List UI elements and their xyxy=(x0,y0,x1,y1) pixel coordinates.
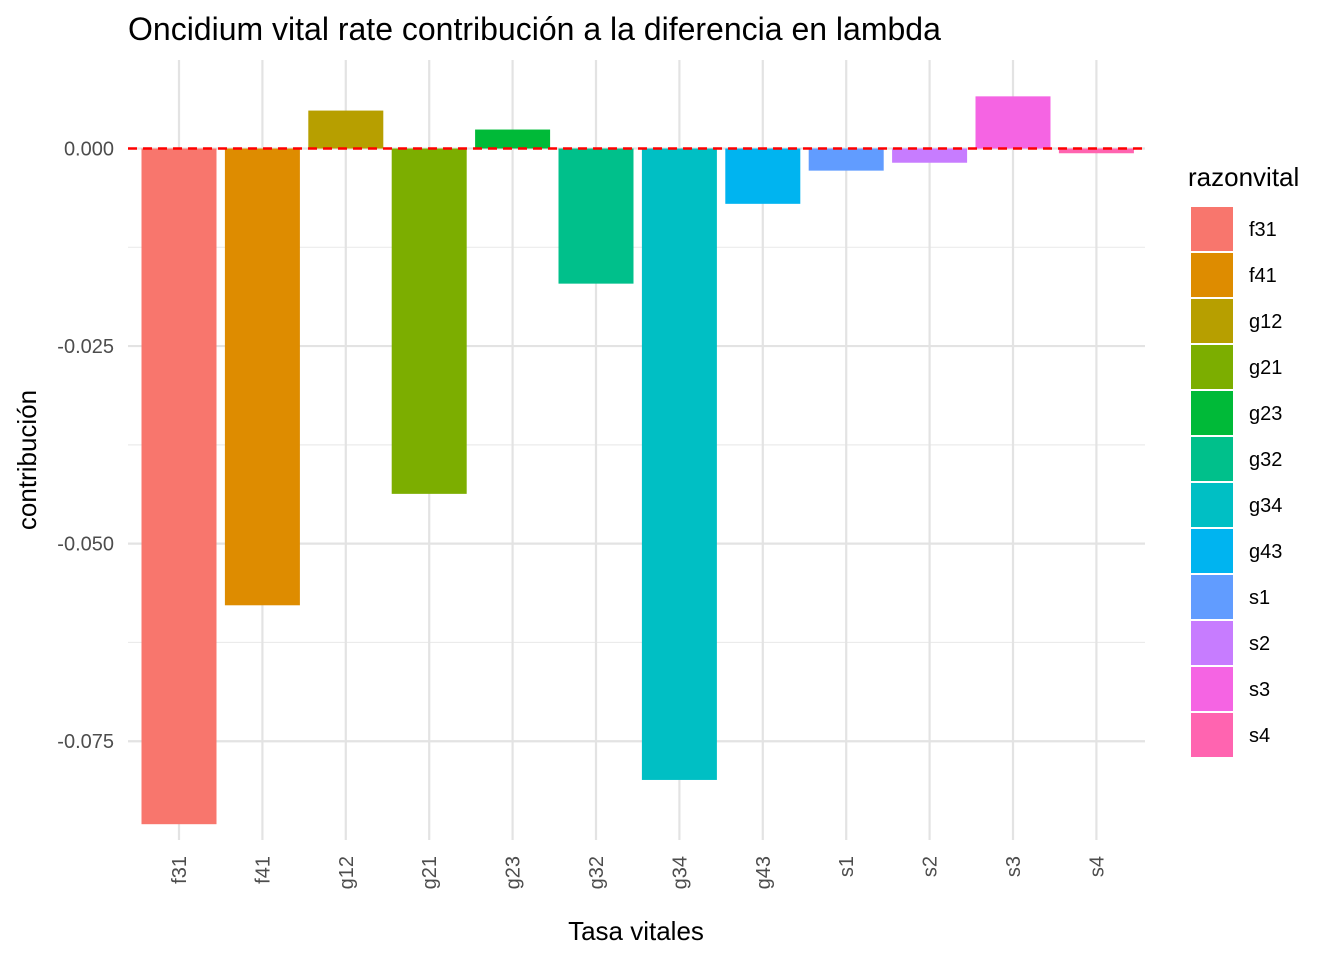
x-tick-label-g43: g43 xyxy=(753,856,775,889)
x-tick-label-f41: f41 xyxy=(252,856,274,884)
bar-s2 xyxy=(892,148,968,163)
legend-label-g12: g12 xyxy=(1249,311,1282,333)
x-tick-label-g21: g21 xyxy=(419,856,441,889)
legend-key-g34 xyxy=(1191,483,1233,527)
x-tick-label-g34: g34 xyxy=(669,856,691,889)
y-tick-label: -0.050 xyxy=(57,534,114,556)
legend-key-f31 xyxy=(1191,207,1233,251)
x-tick-label-g23: g23 xyxy=(503,856,525,889)
legend-key-s3 xyxy=(1191,667,1233,711)
legend-key-g23 xyxy=(1191,391,1233,435)
y-axis-title: contribución xyxy=(12,390,42,530)
bar-g43 xyxy=(725,148,801,204)
x-axis-title: Tasa vitales xyxy=(568,916,704,946)
bar-g21 xyxy=(391,148,467,494)
legend-title: razonvital xyxy=(1188,162,1299,192)
bar-s3 xyxy=(975,96,1051,149)
legend-key-g43 xyxy=(1191,529,1233,573)
legend-label-f31: f31 xyxy=(1249,219,1277,241)
legend-label-f41: f41 xyxy=(1249,265,1277,287)
legend-label-g23: g23 xyxy=(1249,403,1282,425)
legend-key-s2 xyxy=(1191,621,1233,665)
bar-s4 xyxy=(1058,148,1134,154)
x-tick-label-g12: g12 xyxy=(336,856,358,889)
bar-g12 xyxy=(308,110,384,149)
bar-g23 xyxy=(475,129,551,149)
legend-key-s1 xyxy=(1191,575,1233,619)
x-tick-label-g32: g32 xyxy=(586,856,608,889)
legend-label-s1: s1 xyxy=(1249,587,1270,609)
legend-label-s2: s2 xyxy=(1249,633,1270,655)
legend-key-g12 xyxy=(1191,299,1233,343)
legend-key-s4 xyxy=(1191,713,1233,757)
legend-label-s3: s3 xyxy=(1249,679,1270,701)
legend-key-g21 xyxy=(1191,345,1233,389)
chart-title: Oncidium vital rate contribución a la di… xyxy=(128,11,941,47)
bar-g32 xyxy=(558,148,634,284)
bar-g34 xyxy=(641,148,717,780)
legend-label-g43: g43 xyxy=(1249,541,1282,563)
legend-label-s4: s4 xyxy=(1249,725,1270,747)
legend: f31 f41 g12 g21 g23 g32 g34 g43 s1 s2 s3 s4 xyxy=(1191,207,1282,757)
legend-label-g32: g32 xyxy=(1249,449,1282,471)
x-tick-label-s3: s3 xyxy=(1003,856,1025,877)
y-axis-ticks: 0.000 -0.025 -0.050 -0.075 xyxy=(57,139,114,754)
legend-key-f41 xyxy=(1191,253,1233,297)
y-tick-label: 0.000 xyxy=(64,139,114,161)
y-tick-label: -0.025 xyxy=(57,336,114,358)
bar-f41 xyxy=(224,148,300,606)
bar-s1 xyxy=(808,148,884,171)
legend-label-g34: g34 xyxy=(1249,495,1282,517)
x-tick-label-s4: s4 xyxy=(1086,856,1108,877)
legend-label-g21: g21 xyxy=(1249,357,1282,379)
bars xyxy=(141,96,1134,825)
legend-key-g32 xyxy=(1191,437,1233,481)
x-axis-ticks: f31 f41 g12 g21 g23 g32 g34 g43 s1 s2 s3 s4 xyxy=(169,856,1108,889)
x-tick-label-s1: s1 xyxy=(836,856,858,877)
x-tick-label-f31: f31 xyxy=(169,856,191,884)
x-tick-label-s2: s2 xyxy=(920,856,942,877)
bar-f31 xyxy=(141,148,217,825)
y-tick-label: -0.075 xyxy=(57,731,114,753)
